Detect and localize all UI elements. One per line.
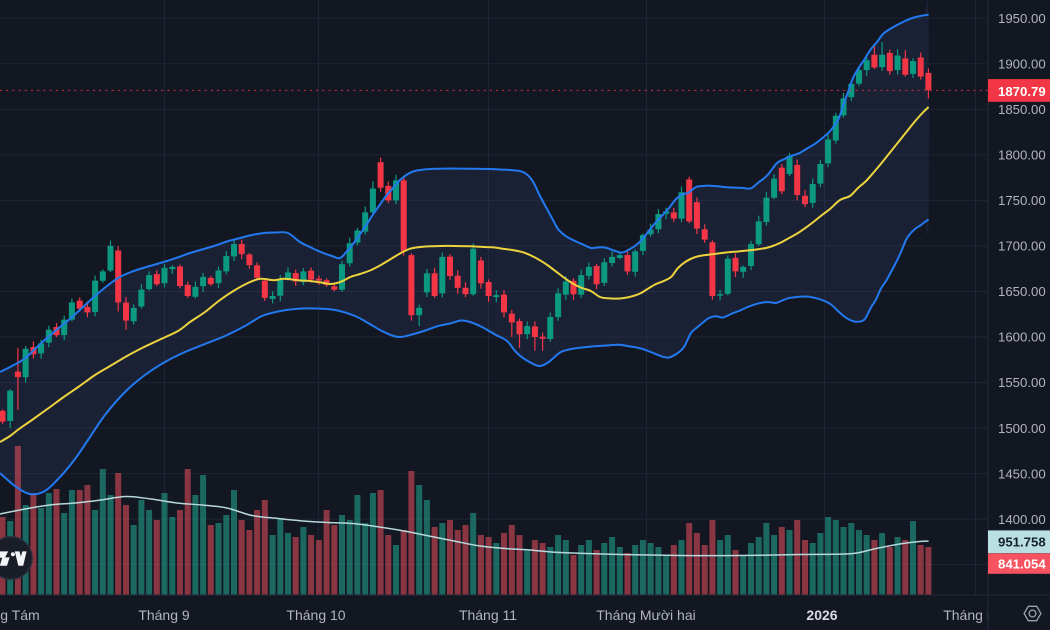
svg-text:1450.00: 1450.00 — [998, 466, 1046, 481]
svg-text:Tháng 9: Tháng 9 — [138, 607, 190, 623]
svg-text:Tháng Hai: Tháng Hai — [943, 607, 1008, 623]
svg-text:1650.00: 1650.00 — [998, 284, 1046, 299]
svg-text:1750.00: 1750.00 — [998, 193, 1046, 208]
svg-text:1800.00: 1800.00 — [998, 148, 1046, 163]
svg-text:1900.00: 1900.00 — [998, 57, 1046, 72]
svg-text:2026: 2026 — [806, 607, 837, 623]
svg-text:841.054: 841.054 — [998, 556, 1046, 571]
svg-text:1400.00: 1400.00 — [998, 512, 1046, 527]
svg-text:1850.00: 1850.00 — [998, 102, 1046, 117]
svg-text:1500.00: 1500.00 — [998, 421, 1046, 436]
svg-text:951.758: 951.758 — [998, 535, 1046, 550]
svg-text:1600.00: 1600.00 — [998, 330, 1046, 345]
svg-text:1550.00: 1550.00 — [998, 375, 1046, 390]
svg-text:Tháng Tám: Tháng Tám — [0, 607, 40, 623]
svg-text:1700.00: 1700.00 — [998, 239, 1046, 254]
svg-text:Tháng 10: Tháng 10 — [286, 607, 345, 623]
svg-text:1950.00: 1950.00 — [998, 11, 1046, 26]
svg-text:1870.79: 1870.79 — [998, 84, 1046, 99]
svg-text:Tháng Mười hai: Tháng Mười hai — [596, 607, 695, 623]
svg-text:Tháng 11: Tháng 11 — [459, 607, 517, 623]
